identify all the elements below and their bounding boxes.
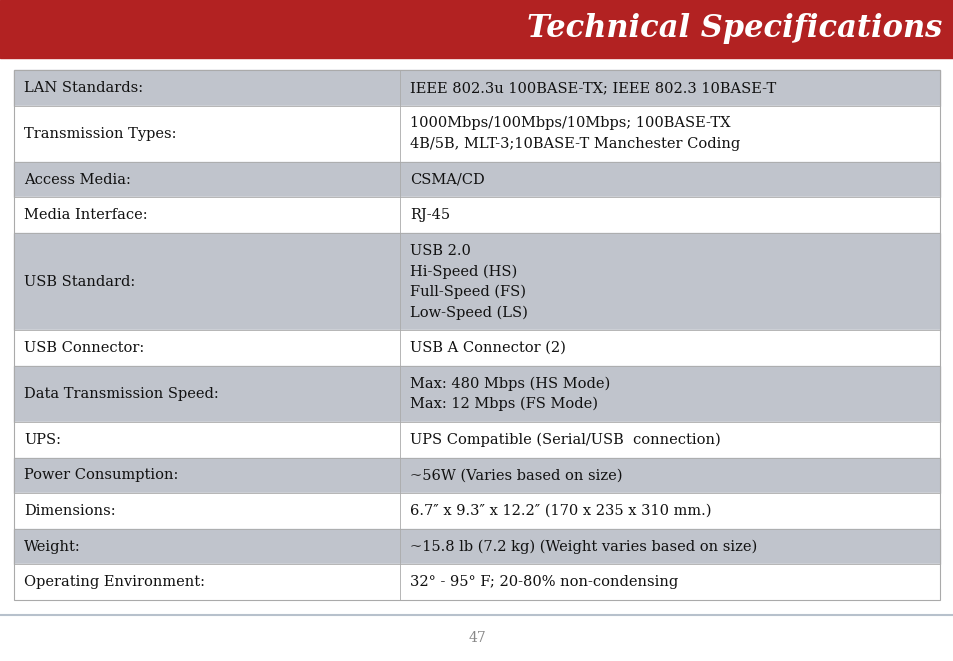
Text: Access Media:: Access Media: <box>24 173 131 186</box>
Text: ~56W (Varies based on size): ~56W (Varies based on size) <box>410 469 622 483</box>
Bar <box>14 366 939 422</box>
Text: Full-Speed (FS): Full-Speed (FS) <box>410 285 525 299</box>
Text: Technical Specifications: Technical Specifications <box>526 13 941 44</box>
Text: Power Consumption:: Power Consumption: <box>24 469 178 483</box>
Text: Max: 12 Mbps (FS Mode): Max: 12 Mbps (FS Mode) <box>410 397 598 411</box>
Bar <box>14 198 939 233</box>
Text: 47: 47 <box>468 631 485 645</box>
Text: RJ-45: RJ-45 <box>410 208 450 222</box>
Bar <box>14 493 939 529</box>
Bar <box>0 0 953 58</box>
Text: Hi-Speed (HS): Hi-Speed (HS) <box>410 264 517 278</box>
Bar <box>14 233 939 330</box>
Text: USB Connector:: USB Connector: <box>24 341 144 355</box>
Text: 6.7″ x 9.3″ x 12.2″ (170 x 235 x 310 mm.): 6.7″ x 9.3″ x 12.2″ (170 x 235 x 310 mm.… <box>410 504 711 518</box>
Bar <box>14 70 939 106</box>
Text: 32° - 95° F; 20-80% non-condensing: 32° - 95° F; 20-80% non-condensing <box>410 575 678 589</box>
Text: Max: 480 Mbps (HS Mode): Max: 480 Mbps (HS Mode) <box>410 376 610 391</box>
Text: UPS Compatible (Serial/USB  connection): UPS Compatible (Serial/USB connection) <box>410 432 720 447</box>
Bar <box>14 457 939 493</box>
Bar <box>14 106 939 162</box>
Text: CSMA/CD: CSMA/CD <box>410 173 484 186</box>
Text: 4B/5B, MLT-3;10BASE-T Manchester Coding: 4B/5B, MLT-3;10BASE-T Manchester Coding <box>410 137 740 151</box>
Text: Low-Speed (LS): Low-Speed (LS) <box>410 305 527 319</box>
Bar <box>14 70 939 600</box>
Bar <box>14 564 939 600</box>
Text: Data Transmission Speed:: Data Transmission Speed: <box>24 387 218 401</box>
Bar <box>14 529 939 564</box>
Text: UPS:: UPS: <box>24 433 61 447</box>
Text: 1000Mbps/100Mbps/10Mbps; 100BASE-TX: 1000Mbps/100Mbps/10Mbps; 100BASE-TX <box>410 116 730 130</box>
Text: Transmission Types:: Transmission Types: <box>24 127 176 141</box>
Text: IEEE 802.3u 100BASE-TX; IEEE 802.3 10BASE-T: IEEE 802.3u 100BASE-TX; IEEE 802.3 10BAS… <box>410 81 776 95</box>
Text: USB Standard:: USB Standard: <box>24 274 135 289</box>
Text: Media Interface:: Media Interface: <box>24 208 148 222</box>
Text: Operating Environment:: Operating Environment: <box>24 575 205 589</box>
Bar <box>14 162 939 198</box>
Text: Dimensions:: Dimensions: <box>24 504 115 518</box>
Text: USB A Connector (2): USB A Connector (2) <box>410 341 565 355</box>
Text: ~15.8 lb (7.2 kg) (Weight varies based on size): ~15.8 lb (7.2 kg) (Weight varies based o… <box>410 539 757 554</box>
Text: Weight:: Weight: <box>24 539 81 553</box>
Text: USB 2.0: USB 2.0 <box>410 244 471 258</box>
Text: LAN Standards:: LAN Standards: <box>24 81 143 95</box>
Bar <box>14 330 939 366</box>
Bar <box>14 422 939 457</box>
